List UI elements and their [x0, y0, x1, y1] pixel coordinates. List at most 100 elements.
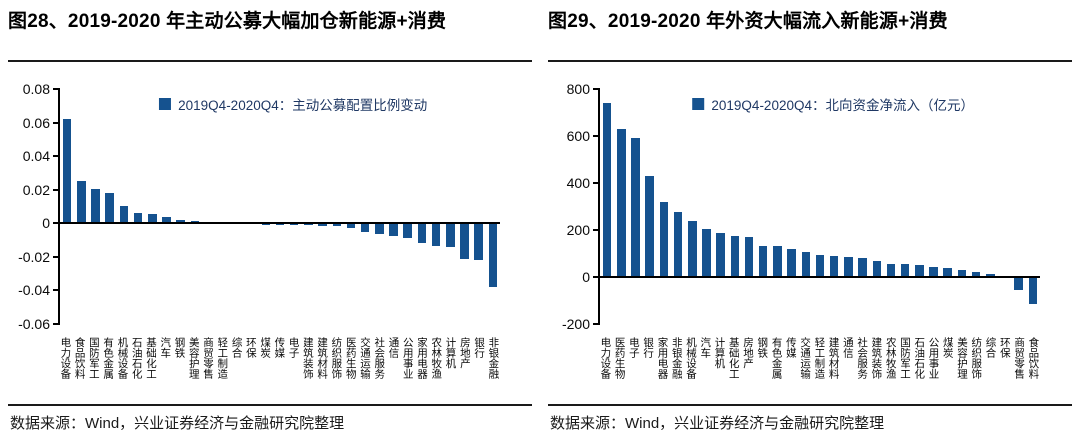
- bar-石油石化: [133, 212, 143, 224]
- legend: 2019Q4-2020Q4：北向资金净流入（亿元）: [692, 94, 974, 114]
- x-category-label: 石油石化: [913, 337, 926, 379]
- bar-钢铁: [758, 245, 768, 277]
- x-category-label: 煤炭: [941, 337, 954, 358]
- figure-28-source: 数据来源：Wind，兴业证券经济与金融研究院整理: [8, 404, 532, 433]
- x-category-label: 传媒: [784, 337, 797, 358]
- plot-area: 2019Q4-2020Q4：主动公募配置比例变动: [53, 88, 500, 325]
- x-category-label: 钢铁: [756, 337, 769, 358]
- y-tick-label: 0: [42, 215, 50, 232]
- bar-家用电器: [659, 201, 669, 277]
- bar-石油石化: [915, 264, 924, 277]
- y-tick-label: 600: [566, 128, 590, 144]
- y-tick-mark: [53, 155, 60, 158]
- bar-交通运输: [360, 223, 370, 232]
- x-category-label: 家用电器: [416, 337, 429, 379]
- bar-建筑装饰: [872, 261, 882, 277]
- x-category-label: 传媒: [273, 337, 286, 358]
- bar-基础化工: [148, 213, 157, 224]
- x-category-label: 交通运输: [358, 337, 371, 379]
- x-category-label: 轻工制造: [813, 337, 826, 379]
- legend-label: 2019Q4-2020Q4：北向资金净流入（亿元）: [711, 98, 974, 113]
- y-tick-label: -0.02: [18, 248, 50, 265]
- bar-汽车: [702, 228, 711, 277]
- y-tick-label: 200: [566, 222, 590, 238]
- x-category-label: 计算机: [444, 337, 457, 369]
- x-category-label: 计算机: [713, 337, 726, 369]
- x-category-label: 电子: [627, 337, 640, 358]
- y-tick-label: 800: [566, 81, 590, 97]
- x-category-label: 建筑装饰: [870, 337, 883, 379]
- x-category-label: 非银金融: [670, 337, 683, 379]
- y-tick-mark: [53, 289, 60, 292]
- y-axis-labels: 0.08 0.06 0.04 0.02 0 -0.02 -0.04 -0.06: [8, 81, 58, 332]
- x-category-label: 社会服务: [856, 337, 869, 379]
- y-tick-mark: [53, 323, 60, 325]
- y-tick-label: 400: [566, 175, 590, 191]
- figure-29-panel: 图29、2019-2020 年外资大幅流入新能源+消费 800 600 400 200…: [548, 0, 1072, 434]
- y-tick-mark: [593, 88, 600, 90]
- x-category-label: 商贸零售: [202, 337, 215, 379]
- bar-食品饮料: [1028, 277, 1038, 304]
- x-category-label: 电力设备: [59, 337, 72, 379]
- x-category-label: 社会服务: [373, 337, 386, 379]
- bar-公用事业: [929, 267, 938, 277]
- x-category-label: 汽车: [699, 337, 712, 358]
- y-tick-label: 0.04: [22, 148, 50, 165]
- x-category-label: 基础化工: [144, 337, 157, 379]
- x-category-label: 公用事业: [401, 337, 414, 379]
- x-category-label: 农林牧渔: [884, 337, 897, 379]
- x-category-label: 美容护理: [187, 337, 200, 379]
- x-category-label: 机械设备: [684, 337, 697, 379]
- y-tick-mark: [53, 188, 60, 191]
- x-category-label: 交通运输: [799, 337, 812, 379]
- x-category-label: 环保: [244, 337, 257, 358]
- x-category-label: 建筑材料: [316, 337, 329, 379]
- bar-非银金融: [673, 211, 683, 277]
- x-category-label: 农林牧渔: [430, 337, 443, 379]
- y-tick-mark: [53, 255, 60, 258]
- y-tick-mark: [53, 121, 60, 124]
- bar-国防军工: [900, 264, 910, 277]
- y-tick-mark: [593, 276, 600, 278]
- legend-swatch-icon: [692, 98, 705, 110]
- x-category-label: 银行: [642, 337, 655, 358]
- bar-食品饮料: [77, 181, 86, 224]
- x-category-label: 汽车: [159, 337, 172, 358]
- x-category-label: 美容护理: [956, 337, 969, 379]
- bar-电力设备: [62, 119, 72, 224]
- y-tick-mark: [593, 182, 600, 184]
- y-tick-mark: [53, 222, 60, 225]
- legend-swatch-icon: [159, 98, 172, 110]
- x-category-label: 公用事业: [927, 337, 940, 379]
- figure-29-title: 图29、2019-2020 年外资大幅流入新能源+消费: [548, 0, 1072, 62]
- bar-房地产: [460, 223, 469, 259]
- x-category-label: 食品饮料: [73, 337, 86, 379]
- x-category-label: 综合: [984, 337, 997, 358]
- legend-label: 2019Q4-2020Q4：主动公募配置比例变动: [178, 98, 428, 113]
- x-category-label: 建筑装饰: [301, 337, 314, 379]
- y-tick-label: 0: [582, 269, 590, 285]
- bar-汽车: [162, 217, 171, 224]
- y-axis-labels: 800 600 400 200 0 -200: [548, 81, 598, 332]
- x-category-label: 综合: [230, 337, 243, 358]
- x-category-label: 电子: [287, 337, 300, 358]
- y-tick-label: 0.02: [22, 181, 50, 198]
- x-category-label: 煤炭: [259, 337, 272, 358]
- bar-电力设备: [602, 103, 612, 277]
- figure-28-panel: 图28、2019-2020 年主动公募大幅加仓新能源+消费 0.08 0.06 0.…: [8, 0, 532, 434]
- bar-银行: [474, 223, 483, 261]
- bar-农林牧渔: [431, 223, 441, 246]
- bar-传媒: [787, 249, 796, 277]
- x-category-label: 有色金属: [102, 337, 115, 379]
- y-tick-label: 0.08: [22, 81, 50, 97]
- y-tick-mark: [593, 135, 600, 137]
- bar-通信: [389, 223, 398, 236]
- figure-29-source: 数据来源：Wind，兴业证券经济与金融研究院整理: [548, 404, 1072, 433]
- y-tick-label: -0.04: [18, 282, 50, 299]
- figure-28-title: 图28、2019-2020 年主动公募大幅加仓新能源+消费: [8, 0, 532, 62]
- bar-纺织服饰: [971, 272, 981, 277]
- bar-基础化工: [730, 235, 740, 277]
- bar-社会服务: [375, 223, 384, 235]
- bar-建筑材料: [829, 256, 839, 277]
